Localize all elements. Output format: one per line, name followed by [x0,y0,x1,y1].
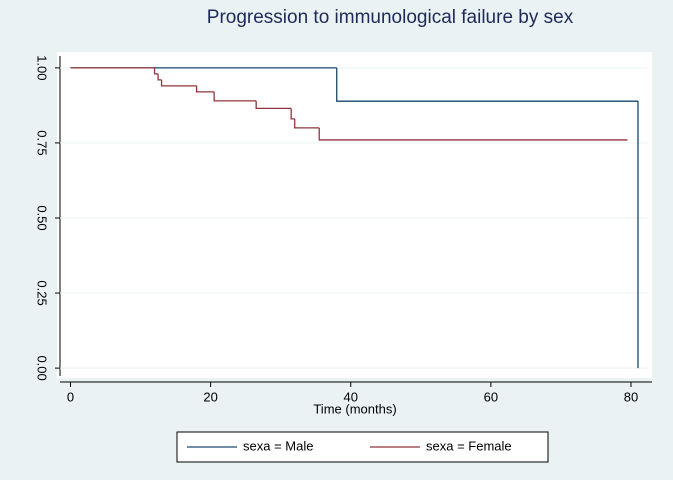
y-tick-label: 0.50 [35,205,50,230]
x-tick-label: 40 [344,389,358,404]
legend [176,431,549,463]
step-segment [318,127,628,141]
x-tick-label: 0 [67,389,74,404]
step-segment [213,91,257,102]
y-tick-label: 0.75 [35,130,50,155]
step-segment [255,100,292,110]
plot-area [57,52,652,378]
x-tick-label: 20 [203,389,217,404]
x-axis-label: Time (months) [313,401,396,416]
x-tick-label: 60 [484,389,498,404]
step-segment [195,85,215,93]
step-segment [336,67,638,102]
step-segment [294,118,320,129]
y-tick-label: 0.00 [35,355,50,380]
y-tick-label: 1.00 [35,55,50,80]
step-segment [290,108,295,120]
x-tick-label: 80 [624,389,638,404]
legend-label: sexa = Female [426,438,512,453]
y-tick-label: 0.25 [35,280,50,305]
step-segment [153,67,159,75]
chart-title: Progression to immunological failure by … [207,7,574,28]
legend-label: sexa = Male [243,438,313,453]
step-segment [160,79,197,87]
step-segment [157,73,162,81]
